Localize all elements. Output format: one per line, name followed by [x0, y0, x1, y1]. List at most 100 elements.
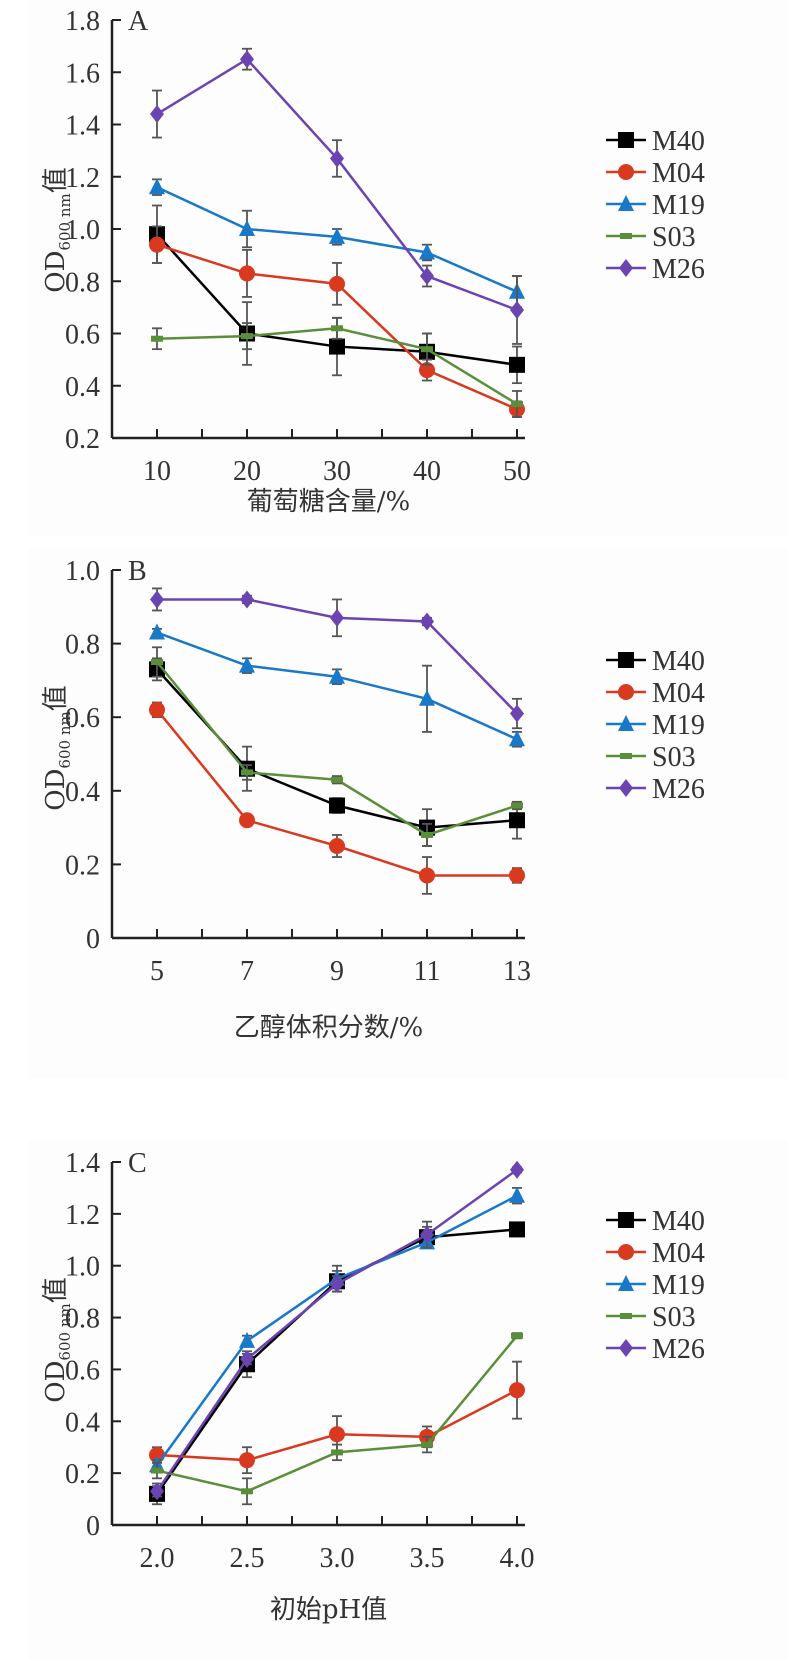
legend-item-m04: M04: [606, 678, 705, 709]
y-axis-title-suffix: 值: [41, 167, 71, 193]
data-point-m19: [419, 689, 435, 706]
legend-marker: [620, 233, 632, 239]
data-point-m19: [239, 1331, 255, 1348]
data-point-s03: [511, 1332, 523, 1339]
legend-marker: [618, 715, 634, 731]
y-axis-title-sub: 600 nm: [56, 1303, 74, 1360]
y-tick-label: 0.2: [65, 1459, 100, 1490]
data-point-m04: [509, 867, 525, 884]
legend-label: M04: [652, 1238, 705, 1269]
y-tick-label: 0.8: [65, 1304, 100, 1335]
data-point-m26: [420, 1225, 434, 1244]
y-tick-label: 0: [86, 1511, 100, 1542]
data-point-m26: [510, 300, 524, 319]
x-tick-label: 11: [414, 956, 441, 987]
y-tick-label: 0.6: [65, 320, 100, 351]
legend-label: M04: [652, 678, 705, 709]
y-tick-label: 1.2: [65, 163, 100, 194]
y-axis-title-suffix: 值: [41, 685, 71, 711]
x-tick-label: 10: [143, 456, 171, 487]
data-point-m26: [240, 50, 254, 69]
data-point-m40: [329, 797, 345, 814]
y-tick-label: 0.4: [65, 1407, 100, 1438]
data-point-m26: [330, 608, 344, 627]
data-point-m26: [510, 1160, 524, 1179]
data-point-m26: [240, 1350, 254, 1369]
data-point-s03: [241, 333, 253, 340]
legend-item-m19: M19: [606, 1270, 705, 1301]
data-point-s03: [151, 659, 163, 665]
legend-item-m40: M40: [606, 1206, 705, 1237]
legend-label: M40: [652, 126, 705, 157]
data-point-m19: [419, 243, 435, 260]
y-tick-label: 1.6: [65, 58, 100, 89]
y-axis-title-main: OD: [41, 1361, 71, 1403]
chart-b-svg: B 0 0.2 0.4 0.6 0.8 1.0 5 7 9 11 13 乙醇体积分数/% OD600 nm…: [41, 556, 705, 1043]
x-tick-label: 2.5: [230, 1543, 265, 1574]
y-axis-title: OD600 nm值: [41, 685, 74, 810]
legend-marker: [620, 1313, 632, 1319]
y-tick-label: 0.6: [65, 1355, 100, 1386]
legend-marker: [618, 164, 634, 180]
legend-label: M04: [652, 158, 705, 189]
series-line-m19: [156, 631, 518, 741]
chart-panel-b: B 0 0.2 0.4 0.6 0.8 1.0 5 7 9 11 13 乙醇体积分数/% OD600 nm…: [28, 548, 788, 1078]
data-point-m26: [330, 149, 344, 168]
data-point-m19: [239, 656, 255, 673]
data-point-m19: [509, 1186, 525, 1203]
legend-marker: [620, 753, 632, 759]
series-m19: [149, 623, 525, 748]
legend-item-m04: M04: [606, 1238, 705, 1269]
data-point-m19: [149, 623, 165, 640]
panel-letter: B: [128, 556, 147, 587]
legend-marker: [618, 1275, 634, 1291]
data-point-m04: [239, 812, 255, 829]
y-axis-title-text: OD600 nm值: [41, 167, 74, 292]
data-point-m04: [329, 275, 345, 292]
series-m26: [150, 47, 524, 345]
legend-item-s03: S03: [606, 742, 696, 773]
series-s03: [151, 316, 523, 419]
series-m40: [149, 657, 525, 847]
legend-label: S03: [652, 742, 696, 773]
x-tick-label: 7: [240, 956, 254, 987]
data-point-m26: [240, 590, 254, 609]
legend-label: M40: [652, 1206, 705, 1237]
data-point-s03: [241, 769, 253, 776]
legend-label: M26: [652, 774, 705, 805]
y-tick-label: 1.4: [65, 1148, 100, 1179]
series-m40: [149, 1221, 525, 1506]
data-point-s03: [331, 1449, 343, 1456]
legend-item-m04: M04: [606, 158, 705, 189]
series-s03: [151, 646, 523, 847]
series-m04: [149, 701, 525, 895]
data-point-m19: [509, 730, 525, 747]
data-point-m26: [150, 590, 164, 609]
legend-marker: [619, 1339, 633, 1357]
legend-item-m19: M19: [606, 190, 705, 221]
x-tick-label: 4.0: [500, 1543, 535, 1574]
legend-label: M19: [652, 1270, 705, 1301]
legend-label: M19: [652, 710, 705, 741]
data-point-s03: [241, 1488, 253, 1495]
legend-marker: [618, 1212, 634, 1228]
data-point-m40: [509, 356, 525, 373]
data-point-m04: [149, 236, 165, 253]
data-point-m19: [149, 178, 165, 195]
legend-marker: [618, 684, 634, 700]
data-point-s03: [421, 346, 433, 353]
y-tick-label: 0: [86, 924, 100, 955]
legend-marker: [619, 259, 633, 277]
data-point-m04: [509, 1382, 525, 1399]
x-axis-title: 乙醇体积分数/%: [234, 1013, 423, 1043]
legend-marker: [618, 652, 634, 668]
data-point-s03: [421, 831, 433, 838]
data-point-m04: [239, 1452, 255, 1469]
legend-label: S03: [652, 222, 696, 253]
legend-item-m40: M40: [606, 646, 705, 677]
y-axis-title-text: OD600 nm值: [41, 1277, 74, 1402]
data-point-s03: [331, 776, 343, 783]
y-tick-label: 0.8: [65, 267, 100, 298]
